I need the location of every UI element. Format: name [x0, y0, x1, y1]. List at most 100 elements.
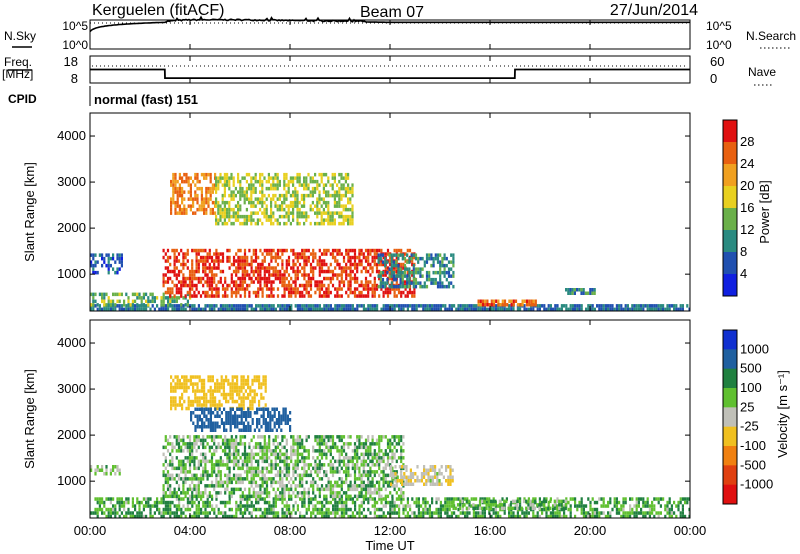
vel-data-cell-0 — [285, 514, 288, 518]
power-data-cell-5 — [285, 176, 288, 180]
vel-data-cell-0 — [589, 507, 592, 512]
power-data-cell-3 — [164, 252, 167, 256]
vel-data-cell-2 — [353, 456, 357, 460]
power-data-cell-0 — [384, 304, 387, 308]
vel-data-cell-0 — [270, 507, 273, 512]
power-data-cell-3 — [217, 259, 220, 263]
vel-data-cell-0 — [147, 504, 150, 508]
power-data-cell-3 — [230, 273, 233, 277]
power-data-cell-5 — [303, 200, 306, 205]
power-data-cell-3 — [164, 290, 167, 295]
vel-data-cell-0 — [510, 511, 513, 515]
vel-data-cell-2 — [364, 445, 368, 450]
vel-data-cell-0 — [435, 507, 438, 512]
power-data-cell-5 — [318, 221, 321, 226]
power-data-cell-5 — [309, 176, 312, 180]
power-data-cell-0 — [228, 307, 231, 311]
vel-data-cell-0 — [334, 500, 337, 505]
vel-data-cell-0 — [444, 511, 447, 515]
vel-data-cell-2 — [342, 435, 346, 439]
vel-data-cell-0 — [677, 500, 680, 505]
vel-data-cell-0 — [129, 511, 132, 515]
power-data-cell-5 — [261, 200, 264, 205]
power-data-cell-3 — [263, 283, 266, 288]
vel-data-cell-3 — [181, 396, 184, 400]
vel-data-cell-2 — [360, 484, 363, 488]
power-data-cell-0 — [433, 307, 436, 311]
power-data-cell-7 — [528, 303, 531, 307]
power-data-cell-5 — [292, 193, 295, 198]
vel-data-cell-2 — [268, 494, 271, 499]
power-data-cell-3 — [349, 283, 352, 288]
vel-data-cell-2 — [340, 445, 343, 450]
vel-data-cell-2 — [250, 456, 253, 460]
power-data-cell-3 — [195, 283, 198, 288]
power-data-cell-0 — [312, 307, 315, 311]
vel-data-cell-2 — [296, 459, 299, 464]
power-data-cell-5 — [276, 176, 279, 180]
power-data-cell-7 — [523, 299, 526, 303]
vel-data-cell-2 — [347, 445, 350, 450]
vel-data-cell-2 — [182, 438, 185, 443]
power-data-cell-0 — [334, 307, 337, 311]
power-data-cell-1 — [101, 292, 104, 297]
vel-data-cell-0 — [648, 507, 651, 512]
vel-data-cell-2 — [268, 491, 271, 495]
power-data-cell-3 — [386, 290, 390, 295]
vel-data-cell-2 — [327, 435, 330, 439]
power-data-cell-5 — [300, 197, 303, 201]
power-data-cell-3 — [204, 255, 207, 260]
power-data-cell-6 — [417, 281, 420, 285]
power-data-cell-4 — [198, 186, 201, 191]
vel-data-cell-0 — [417, 511, 420, 515]
vel-data-cell-2 — [369, 473, 372, 478]
vel-data-cell-2 — [164, 456, 167, 460]
vel-data-cell-2 — [175, 435, 178, 439]
vel-data-cell-2 — [235, 452, 238, 457]
power-data-cell-3 — [323, 283, 326, 288]
vel-data-cell-2 — [373, 484, 376, 488]
vel-data-cell-2 — [186, 435, 189, 439]
power-data-cell-3 — [268, 262, 271, 267]
vel-data-cell-2 — [268, 445, 271, 450]
power-data-cell-5 — [303, 211, 306, 215]
power-data-cell-1 — [153, 296, 156, 300]
vel-data-cell-2 — [301, 456, 304, 460]
power-data-cell-7 — [490, 299, 493, 303]
power-data-cell-0 — [446, 307, 449, 311]
vel-data-cell-0 — [604, 514, 607, 518]
power-data-cell-3 — [375, 255, 379, 260]
vel-data-cell-2 — [210, 473, 214, 478]
vel-data-cell-2 — [263, 487, 266, 492]
vel-data-cell-2 — [301, 445, 304, 450]
vel-data-cell-3 — [189, 378, 192, 383]
power-data-cell-0 — [435, 307, 438, 311]
power-data-cell-0 — [259, 307, 262, 311]
vel-data-cell-0 — [620, 514, 623, 518]
vel-data-cell-0 — [312, 507, 315, 512]
power-data-cell-0 — [343, 304, 346, 308]
power-data-cell-3 — [265, 269, 269, 274]
power-data-cell-3 — [342, 259, 346, 263]
power-data-cell-3 — [177, 269, 181, 274]
vel-data-cell-0 — [246, 497, 249, 501]
vel-data-cell-2 — [314, 459, 317, 464]
vel-data-cell-2 — [303, 463, 306, 467]
power-data-cell-3 — [219, 280, 222, 284]
power-data-cell-5 — [303, 197, 306, 201]
power-data-cell-2 — [94, 263, 97, 268]
power-data-cell-0 — [499, 307, 502, 311]
power-data-cell-2 — [107, 256, 110, 261]
vel-data-cell-0 — [303, 514, 306, 518]
vel-data-cell-3 — [170, 403, 173, 407]
power-data-cell-5 — [221, 214, 224, 219]
power-data-cell-3 — [237, 290, 240, 295]
power-data-cell-3 — [292, 262, 295, 267]
power-data-cell-5 — [226, 176, 229, 180]
vel-data-cell-2 — [237, 452, 240, 457]
power-data-cell-5 — [296, 214, 299, 219]
power-data-cell-3 — [364, 294, 368, 298]
date-title: 27/Jun/2014 — [610, 2, 698, 19]
vel-data-cell-2 — [213, 438, 216, 443]
power-data-cell-5 — [232, 221, 235, 226]
